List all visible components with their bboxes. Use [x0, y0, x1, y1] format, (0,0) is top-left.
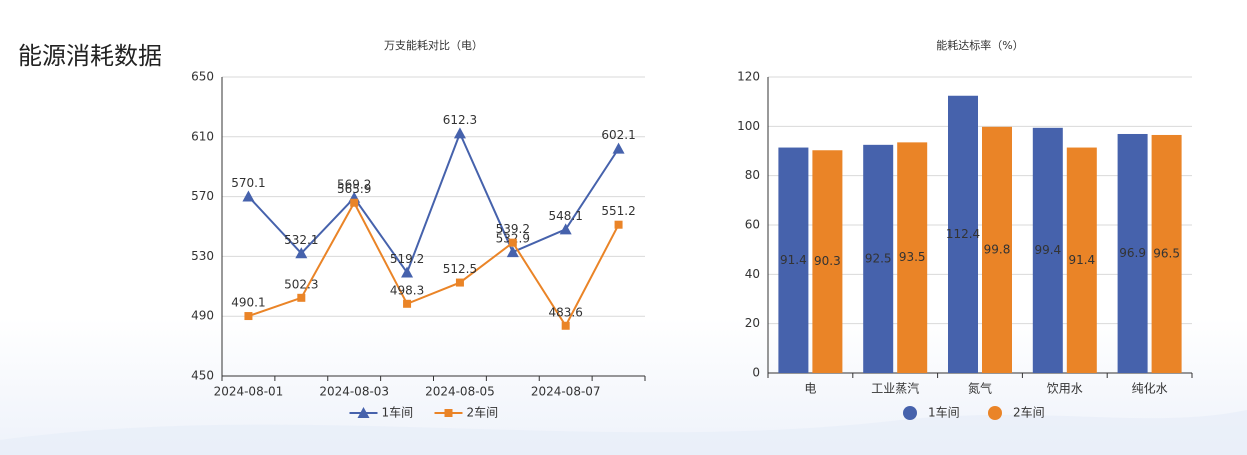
- y-tick-label: 80: [745, 168, 760, 182]
- value-label: 112.4: [946, 227, 980, 241]
- point: [561, 321, 570, 330]
- background-wave: [0, 410, 1247, 455]
- bar: [897, 142, 928, 373]
- y-tick-label: 100: [737, 119, 760, 133]
- value-label: 490.1: [231, 296, 265, 310]
- value-label: 96.9: [1119, 246, 1146, 260]
- point: [455, 278, 464, 287]
- legend-label: 2车间: [467, 405, 499, 420]
- value-label: 91.4: [1068, 253, 1095, 267]
- legend-marker: [988, 406, 1002, 420]
- point: [295, 247, 308, 259]
- x-tick-label: 工业蒸汽: [871, 381, 919, 396]
- x-tick-label: 电: [804, 382, 816, 396]
- legend-marker: [444, 409, 453, 417]
- bar: [1066, 147, 1097, 373]
- bar: [1032, 127, 1063, 374]
- point: [242, 190, 255, 202]
- value-label: 93.5: [899, 250, 926, 264]
- y-tick-label: 570: [191, 189, 214, 203]
- x-tick-label: 2024-08-05: [425, 385, 495, 399]
- y-tick-label: 60: [745, 218, 760, 232]
- x-tick-label: 纯化水: [1132, 382, 1168, 396]
- point: [612, 142, 625, 154]
- point: [403, 299, 412, 308]
- value-label: 519.2: [390, 252, 424, 266]
- bar: [812, 150, 843, 373]
- value-label: 602.1: [601, 128, 635, 142]
- value-label: 91.4: [780, 253, 807, 267]
- bar: [1117, 133, 1148, 373]
- y-tick-label: 0: [752, 366, 760, 380]
- chart-title: 万支能耗对比（电）: [384, 38, 483, 52]
- line: [248, 200, 620, 328]
- value-label: 92.5: [865, 251, 892, 265]
- value-label: 565.9: [337, 182, 371, 196]
- value-label: 96.5: [1153, 246, 1180, 260]
- bar: [948, 95, 978, 373]
- x-tick-label: 饮用水: [1047, 382, 1083, 396]
- bar: [1151, 134, 1182, 373]
- point: [614, 220, 623, 229]
- bar: [863, 144, 894, 373]
- point: [401, 266, 414, 278]
- legend-label: 1车间: [382, 405, 414, 420]
- value-label: 512.5: [443, 262, 477, 276]
- value-label: 539.2: [496, 222, 530, 236]
- value-label: 569.2: [337, 177, 371, 191]
- legend-marker: [903, 406, 917, 420]
- value-label: 483.6: [549, 305, 583, 319]
- value-label: 99.8: [984, 242, 1011, 256]
- value-label: 551.2: [601, 204, 635, 218]
- bar: [778, 147, 809, 373]
- value-label: 498.3: [390, 283, 424, 297]
- y-tick-label: 650: [191, 70, 214, 84]
- legend-label: 1车间: [928, 405, 960, 420]
- y-tick-label: 530: [191, 249, 214, 263]
- value-label: 502.3: [284, 277, 318, 291]
- point: [453, 127, 466, 139]
- line: [247, 130, 620, 275]
- value-label: 612.3: [443, 113, 477, 127]
- y-tick-label: 450: [191, 369, 214, 383]
- value-label: 99.4: [1034, 243, 1061, 257]
- value-label: 570.1: [231, 176, 265, 190]
- value-label: 90.3: [814, 254, 841, 268]
- x-tick-label: 2024-08-07: [531, 385, 601, 399]
- x-tick-label: 氮气: [968, 381, 992, 396]
- value-label: 532.1: [284, 233, 318, 247]
- point: [297, 293, 306, 302]
- x-tick-label: 2024-08-03: [319, 385, 389, 399]
- bar: [982, 126, 1012, 374]
- y-tick-label: 20: [745, 316, 760, 330]
- point: [506, 246, 519, 258]
- value-label: 532.9: [496, 232, 530, 246]
- y-tick-label: 610: [191, 129, 214, 143]
- y-tick-label: 490: [191, 309, 214, 323]
- point: [244, 312, 253, 321]
- legend-label: 2车间: [1013, 405, 1045, 420]
- y-tick-label: 40: [745, 267, 760, 281]
- page-title: 能源消耗数据: [18, 42, 162, 70]
- chart-title: 能耗达标率（%）: [936, 38, 1023, 52]
- value-label: 548.1: [549, 209, 583, 223]
- legend-marker: [357, 407, 370, 418]
- point: [559, 223, 572, 235]
- y-tick-label: 120: [737, 70, 760, 84]
- x-tick-label: 2024-08-01: [214, 385, 284, 399]
- point: [350, 198, 359, 207]
- point: [508, 238, 517, 247]
